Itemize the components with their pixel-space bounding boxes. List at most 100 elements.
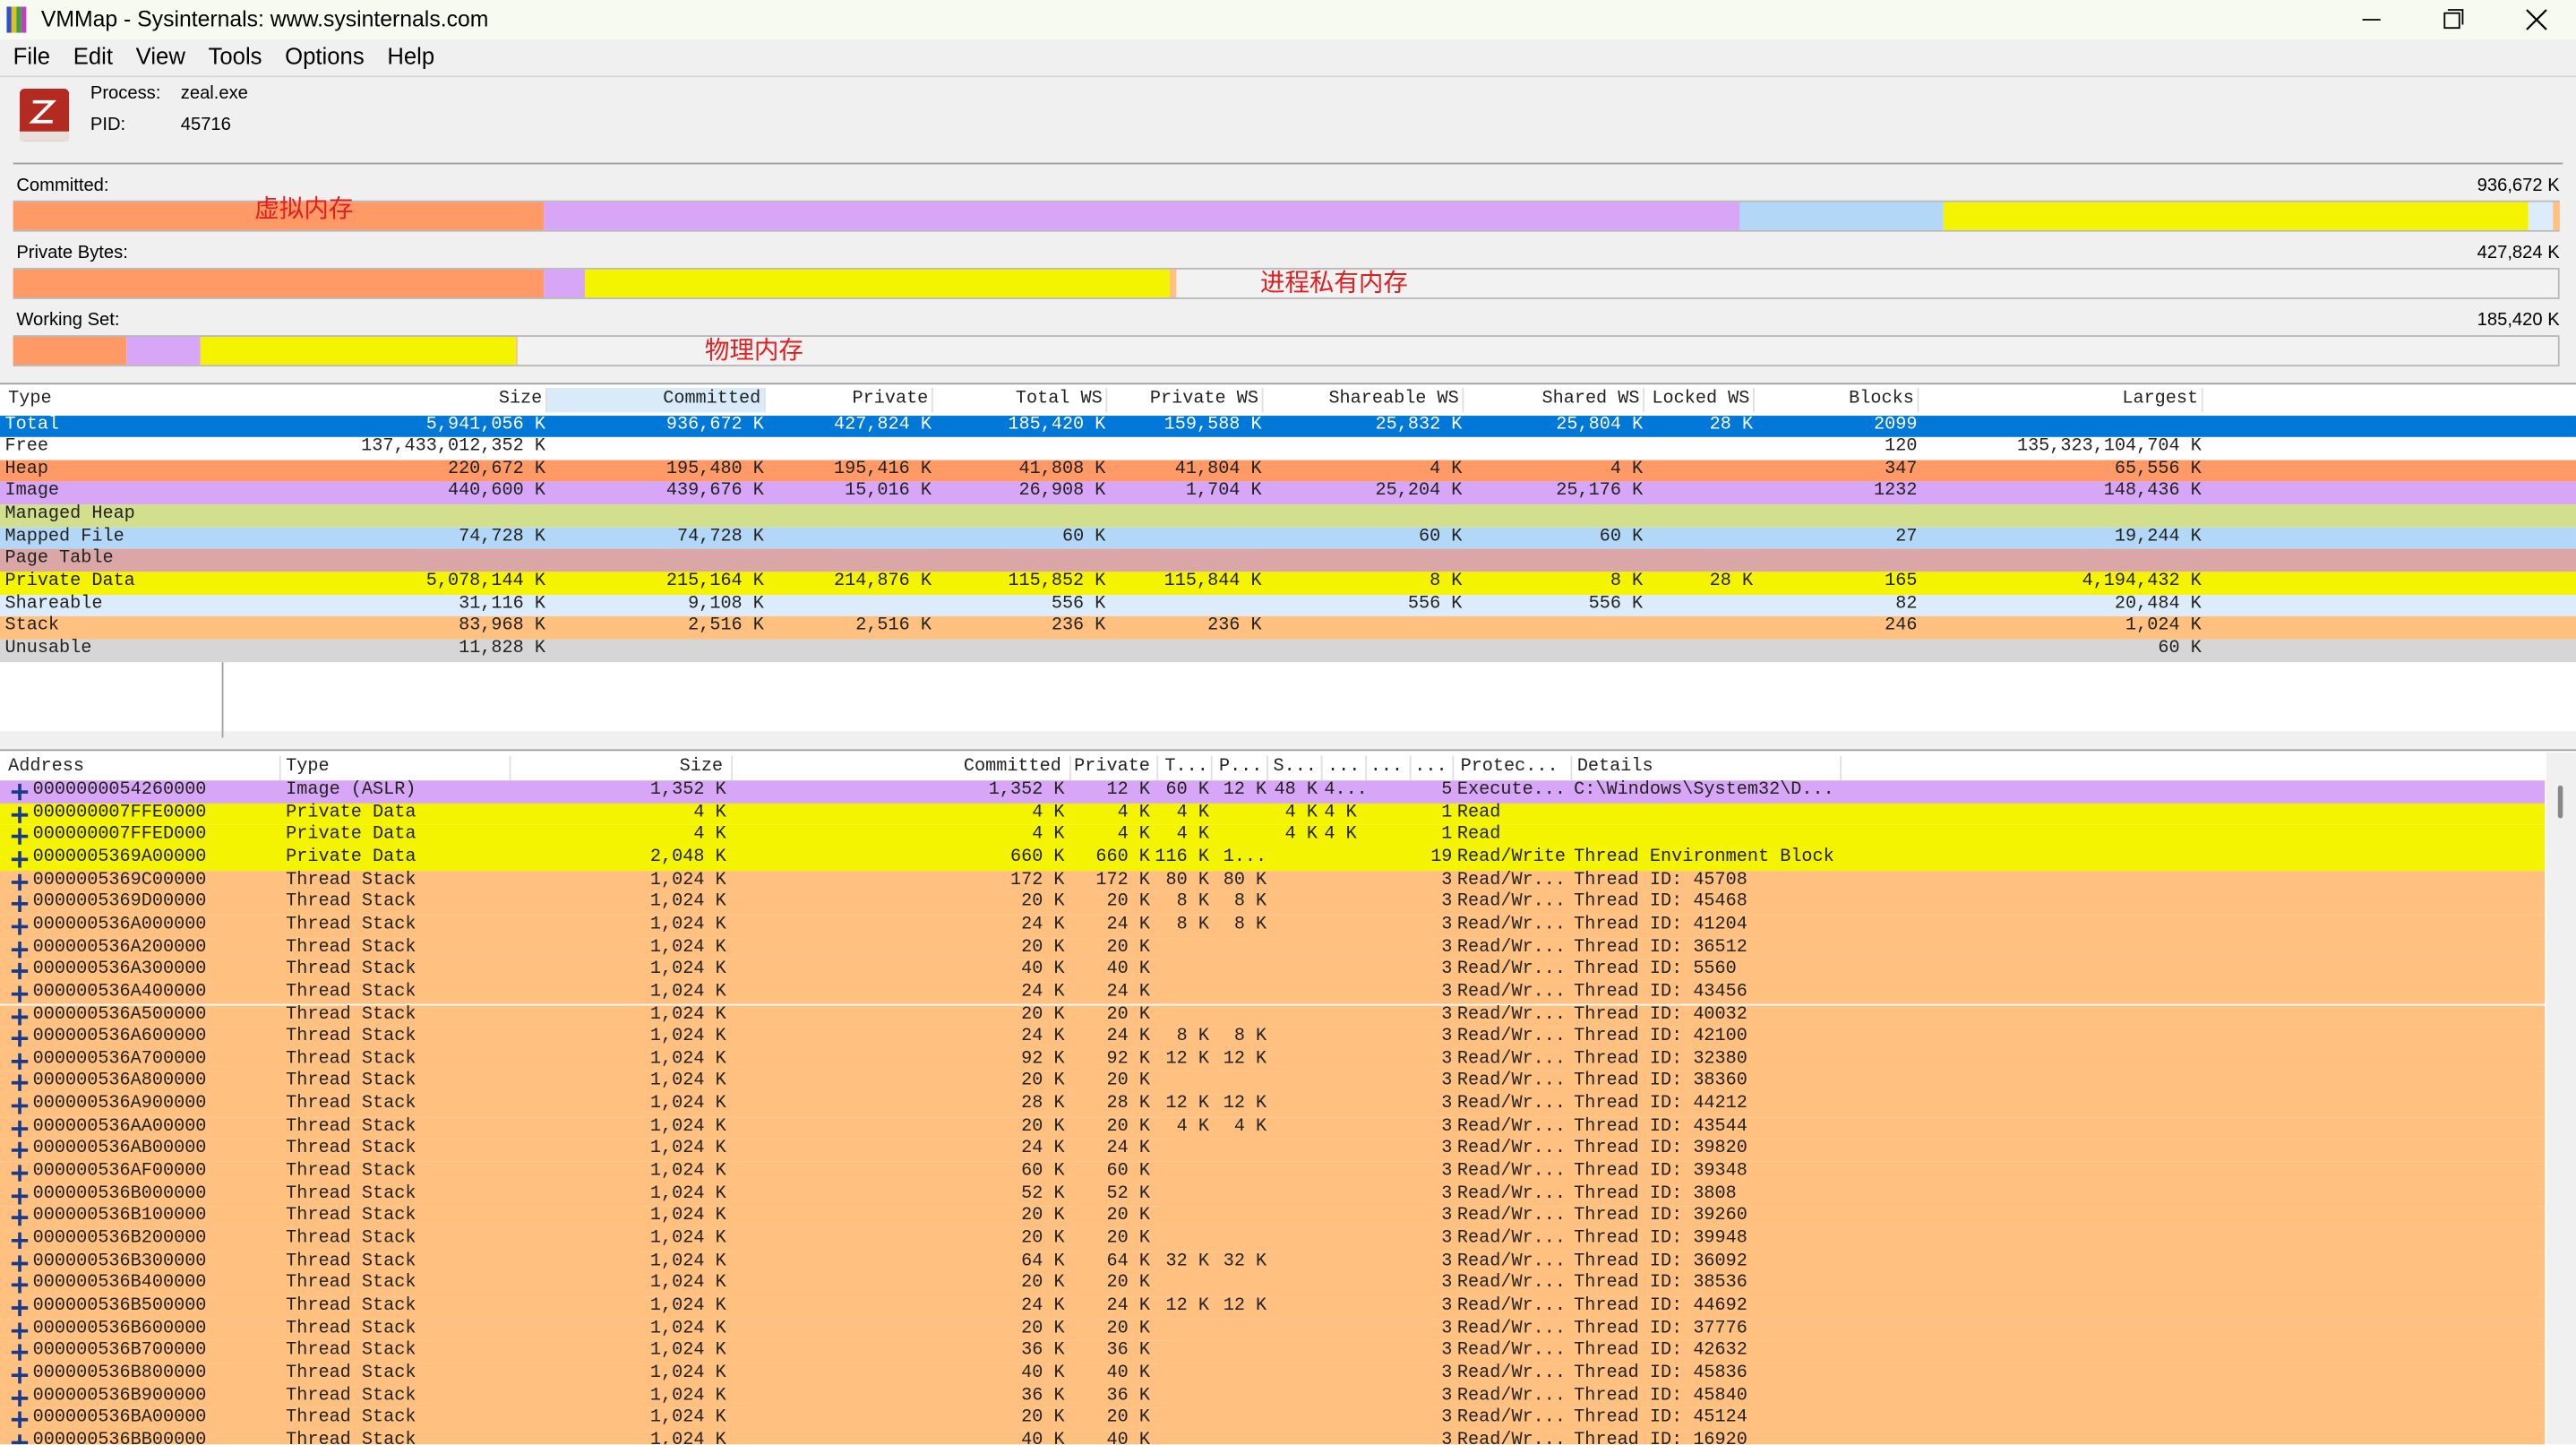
table-row[interactable] bbox=[0, 1228, 2546, 1251]
expand-icon[interactable] bbox=[10, 827, 30, 847]
table-row[interactable] bbox=[0, 460, 2576, 483]
expand-icon[interactable] bbox=[10, 1320, 30, 1340]
expand-icon[interactable] bbox=[10, 872, 30, 891]
menu-item[interactable]: Edit bbox=[73, 42, 113, 70]
column-header[interactable]: Blocks bbox=[1849, 389, 1914, 409]
expand-icon[interactable] bbox=[10, 916, 30, 936]
column-header[interactable]: Private bbox=[852, 389, 929, 409]
window-controls[interactable] bbox=[2333, 0, 2576, 39]
expand-icon[interactable] bbox=[10, 1052, 30, 1071]
table-row[interactable] bbox=[0, 572, 2576, 595]
expand-icon[interactable] bbox=[10, 1253, 30, 1273]
table-row[interactable] bbox=[0, 482, 2576, 505]
expand-icon[interactable] bbox=[10, 984, 30, 1003]
column-header[interactable]: Locked WS bbox=[1652, 389, 1750, 409]
table-row[interactable] bbox=[0, 1274, 2546, 1297]
column-header[interactable]: Shareable WS bbox=[1328, 389, 1459, 409]
column-header[interactable]: Private WS bbox=[1149, 389, 1258, 409]
table-row[interactable] bbox=[0, 1161, 2546, 1184]
expand-icon[interactable] bbox=[10, 1432, 30, 1445]
expand-icon[interactable] bbox=[10, 1365, 30, 1385]
column-header[interactable]: ... bbox=[1327, 757, 1361, 778]
table-row[interactable] bbox=[0, 825, 2546, 848]
table-row[interactable] bbox=[0, 527, 2576, 550]
column-header[interactable]: Total WS bbox=[1015, 389, 1103, 409]
table-row[interactable] bbox=[0, 982, 2546, 1005]
expand-icon[interactable] bbox=[10, 1164, 30, 1183]
menu-item[interactable]: Options bbox=[285, 42, 365, 70]
table-row[interactable] bbox=[0, 639, 2576, 662]
table-row[interactable] bbox=[0, 959, 2546, 983]
column-header[interactable]: P... bbox=[1218, 757, 1263, 778]
expand-icon[interactable] bbox=[10, 1276, 30, 1295]
column-header[interactable]: Size bbox=[498, 389, 543, 409]
table-row[interactable] bbox=[0, 549, 2576, 572]
expand-icon[interactable] bbox=[10, 1186, 30, 1206]
table-row[interactable] bbox=[0, 1206, 2546, 1229]
menu-item[interactable]: Tools bbox=[208, 42, 262, 70]
table-row[interactable] bbox=[0, 803, 2546, 826]
expand-icon[interactable] bbox=[10, 1388, 30, 1407]
table-row[interactable] bbox=[0, 892, 2546, 916]
expand-icon[interactable] bbox=[10, 1298, 30, 1318]
table-row[interactable] bbox=[0, 1027, 2546, 1050]
expand-icon[interactable] bbox=[10, 1208, 30, 1228]
column-header[interactable]: Details bbox=[1576, 757, 1653, 778]
scrollbar[interactable] bbox=[2546, 753, 2576, 1445]
table-row[interactable] bbox=[0, 915, 2546, 938]
column-header[interactable]: ... bbox=[1370, 757, 1404, 778]
expand-icon[interactable] bbox=[10, 1119, 30, 1139]
expand-icon[interactable] bbox=[10, 1097, 30, 1116]
expand-icon[interactable] bbox=[10, 894, 30, 914]
expand-icon[interactable] bbox=[10, 1343, 30, 1363]
table-row[interactable] bbox=[0, 1251, 2546, 1275]
table-row[interactable] bbox=[0, 1319, 2546, 1342]
table-row[interactable] bbox=[0, 1071, 2546, 1095]
table-row[interactable] bbox=[0, 870, 2546, 893]
table-row[interactable] bbox=[0, 1386, 2546, 1409]
expand-icon[interactable] bbox=[10, 1006, 30, 1026]
column-header[interactable]: Protec... bbox=[1460, 757, 1558, 778]
column-header[interactable]: Shared WS bbox=[1541, 389, 1640, 409]
table-row[interactable] bbox=[0, 1094, 2546, 1117]
column-header[interactable]: T... bbox=[1164, 757, 1208, 778]
expand-icon[interactable] bbox=[10, 1074, 30, 1094]
column-header[interactable]: Committed bbox=[963, 757, 1061, 778]
table-row[interactable] bbox=[0, 1116, 2546, 1140]
expand-icon[interactable] bbox=[10, 1028, 30, 1048]
menu-item[interactable]: View bbox=[135, 42, 185, 70]
table-row[interactable] bbox=[0, 1363, 2546, 1387]
table-row[interactable] bbox=[0, 1004, 2546, 1028]
expand-icon[interactable] bbox=[10, 782, 30, 802]
column-header[interactable]: Size bbox=[679, 757, 724, 778]
table-row[interactable] bbox=[0, 847, 2546, 871]
column-header[interactable]: Type bbox=[286, 757, 330, 778]
table-row[interactable] bbox=[0, 437, 2576, 460]
expand-icon[interactable] bbox=[10, 1141, 30, 1161]
table-row[interactable] bbox=[0, 937, 2546, 960]
table-row[interactable] bbox=[0, 1408, 2546, 1432]
column-header[interactable]: Address bbox=[8, 757, 84, 778]
expand-icon[interactable] bbox=[10, 1231, 30, 1251]
table-row[interactable] bbox=[0, 594, 2576, 617]
menu-item[interactable]: File bbox=[13, 42, 51, 70]
table-row[interactable] bbox=[0, 1139, 2546, 1162]
table-row[interactable] bbox=[0, 1049, 2546, 1072]
column-header[interactable]: Largest bbox=[2122, 389, 2199, 409]
column-header[interactable]: Committed bbox=[663, 389, 761, 409]
expand-icon[interactable] bbox=[10, 1410, 30, 1430]
table-row[interactable] bbox=[0, 1183, 2546, 1207]
table-row[interactable] bbox=[0, 1431, 2546, 1445]
expand-icon[interactable] bbox=[10, 961, 30, 981]
table-row[interactable] bbox=[0, 415, 2576, 438]
menu-item[interactable]: Help bbox=[387, 42, 435, 70]
scrollbar-thumb[interactable] bbox=[2557, 785, 2563, 819]
column-header[interactable]: Type bbox=[8, 389, 52, 409]
table-row[interactable] bbox=[0, 1341, 2546, 1364]
column-header[interactable]: S... bbox=[1273, 757, 1317, 778]
table-row[interactable] bbox=[0, 780, 2546, 804]
column-header[interactable]: Private bbox=[1074, 757, 1150, 778]
table-row[interactable] bbox=[0, 616, 2576, 640]
table-row[interactable] bbox=[0, 504, 2576, 528]
expand-icon[interactable] bbox=[10, 849, 30, 869]
